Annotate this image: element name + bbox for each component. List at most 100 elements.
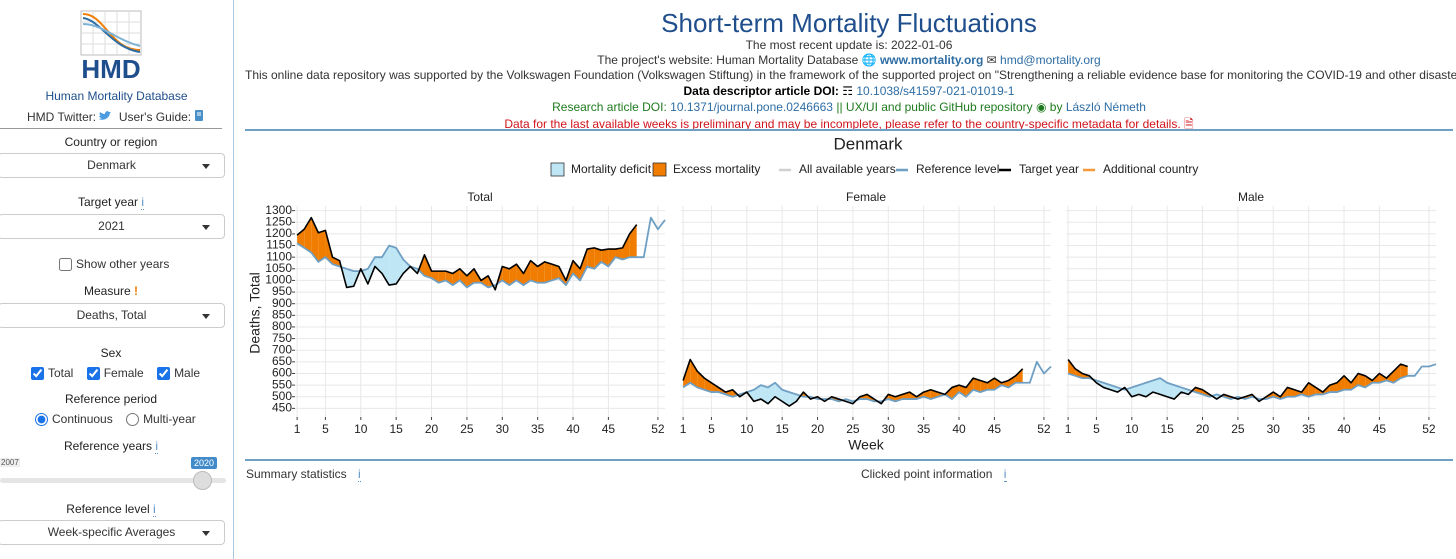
x-tick-label: 52 bbox=[1037, 422, 1051, 436]
figure-title: Denmark bbox=[834, 134, 903, 153]
x-tick-label: 20 bbox=[1196, 422, 1210, 436]
y-tick-label: 950 bbox=[272, 284, 292, 298]
research-row: Research article DOI: 10.1371/journal.po… bbox=[552, 100, 1146, 114]
y-tick-label: 900 bbox=[272, 296, 292, 310]
excess-area bbox=[1068, 359, 1076, 376]
info-icon[interactable]: i bbox=[141, 195, 145, 210]
reference-line bbox=[1067, 363, 1437, 400]
research-middle: || UX/UI and public GitHub repository bbox=[836, 100, 1033, 114]
figure: Denmark Mortality deficit Excess mortalit… bbox=[247, 134, 1437, 452]
clicked-label: Clicked point information bbox=[861, 467, 993, 481]
twitter-icon[interactable] bbox=[99, 111, 112, 121]
x-tick-label: 52 bbox=[651, 422, 665, 436]
sex-option: Female bbox=[103, 366, 144, 380]
excess-area bbox=[466, 268, 474, 288]
excess-area bbox=[1344, 375, 1352, 390]
database-name: Human Mortality Database bbox=[45, 89, 188, 103]
x-tick-label: 15 bbox=[1160, 422, 1174, 436]
sex-checkbox[interactable] bbox=[86, 367, 100, 381]
x-tick-label: 40 bbox=[952, 422, 966, 436]
excess-area bbox=[580, 249, 588, 281]
x-tick-label: 40 bbox=[1337, 422, 1351, 436]
info-icon[interactable]: i bbox=[153, 502, 156, 517]
legend-label: All available years bbox=[799, 162, 896, 176]
info-icon[interactable]: i bbox=[1003, 467, 1007, 482]
panel-title: Female bbox=[846, 190, 886, 204]
x-tick-label: 40 bbox=[566, 422, 580, 436]
period-label: Reference period bbox=[64, 392, 158, 406]
y-tick-label: 600 bbox=[272, 366, 292, 380]
excess-area bbox=[544, 261, 552, 283]
excess-area bbox=[980, 380, 988, 393]
guide-icon[interactable] bbox=[194, 110, 204, 121]
excess-area bbox=[1336, 375, 1345, 393]
excess-area bbox=[966, 378, 974, 397]
website-row: The project's website: Human Mortality D… bbox=[597, 53, 1101, 67]
x-tick-label: 1 bbox=[680, 422, 687, 436]
y-tick-label: 1000 bbox=[265, 273, 292, 287]
update: The most recent update is: 2022-01-06 bbox=[745, 38, 953, 52]
website-prefix: The project's website: Human Mortality D… bbox=[597, 53, 859, 67]
excess-area bbox=[537, 261, 545, 283]
slider-handle[interactable] bbox=[193, 471, 212, 490]
author-link[interactable]: László Németh bbox=[1065, 100, 1146, 114]
logo-text: HMD bbox=[81, 54, 140, 82]
deficit-area bbox=[760, 385, 769, 404]
y-tick-label: 1200 bbox=[265, 226, 292, 240]
panel-title: Male bbox=[1238, 190, 1264, 204]
excess-area bbox=[509, 264, 517, 286]
year-select[interactable]: 2021 bbox=[0, 214, 225, 239]
x-tick-label: 25 bbox=[846, 422, 860, 436]
ref-years-label-row: Reference years i bbox=[0, 439, 222, 454]
excess-area bbox=[725, 389, 733, 397]
website-link[interactable]: www.mortality.org bbox=[879, 53, 984, 67]
excess-area bbox=[318, 230, 326, 262]
sex-row: Total Female Male bbox=[31, 366, 200, 381]
x-axis-label: Week bbox=[848, 436, 885, 452]
x-tick-label: 1 bbox=[294, 422, 301, 436]
target-line bbox=[682, 358, 1024, 407]
ref-years-label: Reference years bbox=[63, 439, 153, 453]
target-line bbox=[296, 216, 638, 291]
legend-swatch bbox=[550, 162, 565, 177]
research-doi[interactable]: 10.1371/journal.pone.0246663 bbox=[670, 100, 833, 114]
deficit-area bbox=[1131, 385, 1139, 397]
y-tick-label: 1150 bbox=[266, 238, 292, 252]
summary-label: Summary statistics bbox=[246, 467, 347, 481]
excess-area bbox=[608, 249, 616, 267]
page-title: Short-term Mortality Fluctuations bbox=[661, 8, 1037, 38]
email-link[interactable]: hmd@mortality.org bbox=[1000, 53, 1101, 67]
x-tick-label: 30 bbox=[496, 422, 510, 436]
show-other-checkbox[interactable] bbox=[59, 258, 72, 272]
period-radio[interactable] bbox=[126, 413, 140, 427]
y-tick-label: 1300 bbox=[265, 203, 292, 217]
y-tick-label: 450 bbox=[272, 401, 292, 415]
info-icon[interactable]: i bbox=[358, 467, 361, 482]
y-tick-label: 650 bbox=[272, 354, 292, 368]
x-tick-label: 5 bbox=[708, 422, 715, 436]
y-tick-label: 700 bbox=[272, 342, 292, 356]
x-tick-label: 15 bbox=[389, 422, 403, 436]
descriptor-doi[interactable]: 10.1038/s41597-021-01019-1 bbox=[856, 84, 1015, 98]
sex-checkbox[interactable] bbox=[157, 367, 171, 381]
research-by: by bbox=[1049, 100, 1063, 114]
measure-select[interactable]: Deaths, Total bbox=[0, 303, 225, 328]
period-radio[interactable] bbox=[35, 413, 48, 427]
y-tick-label: 750 bbox=[272, 331, 292, 345]
sex-checkbox[interactable] bbox=[31, 367, 44, 381]
x-tick-label: 5 bbox=[322, 422, 329, 436]
country-select[interactable]: Denmark bbox=[0, 153, 225, 178]
y-tick-label: 1050 bbox=[265, 261, 292, 275]
x-tick-label: 35 bbox=[917, 422, 931, 436]
excess-area bbox=[711, 382, 719, 393]
links: HMD Twitter: User's Guide: bbox=[27, 110, 204, 124]
excess-area bbox=[1393, 364, 1401, 383]
warning-icon[interactable]: ! bbox=[134, 284, 139, 298]
show-other-row: Show other years bbox=[59, 257, 169, 272]
descriptor-prefix: Data descriptor article DOI: bbox=[683, 84, 839, 98]
excess-area bbox=[438, 271, 446, 283]
level-select[interactable]: Week-specific Averages bbox=[0, 520, 225, 545]
info-icon[interactable]: i bbox=[155, 439, 159, 454]
deficit-area bbox=[346, 268, 354, 288]
